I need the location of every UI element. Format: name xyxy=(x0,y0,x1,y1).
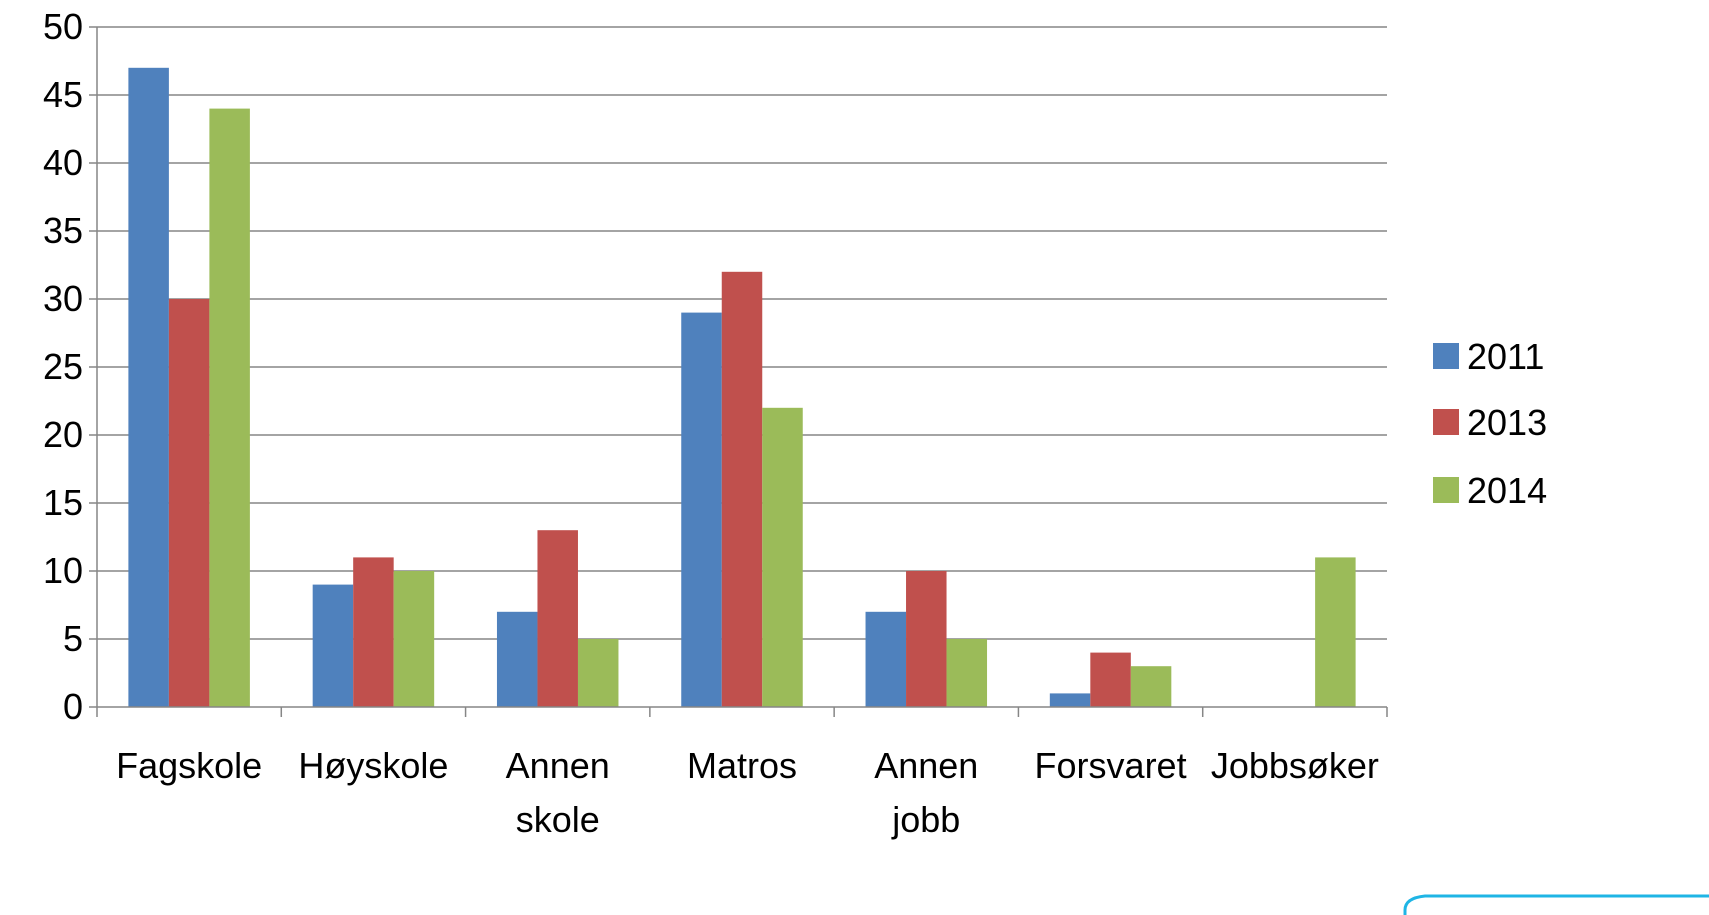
corner-decoration-shape xyxy=(1403,894,1709,915)
bar-2011-matros xyxy=(681,312,722,707)
y-tick-label: 10 xyxy=(43,550,83,591)
bar-2013-annen-skole xyxy=(537,530,578,707)
bar-2014-forsvaret xyxy=(1130,666,1172,707)
bar-2013-høyskole xyxy=(353,557,394,707)
bar-2014-fagskole xyxy=(209,108,250,708)
bar-2014-annen-skole xyxy=(577,639,619,707)
x-tick-label: Annen skole xyxy=(506,745,610,840)
y-tick-label: 35 xyxy=(43,210,83,251)
legend-swatch-2013 xyxy=(1433,409,1459,435)
bar-2013-matros xyxy=(721,271,763,707)
y-tick-label: 20 xyxy=(43,414,83,455)
bars xyxy=(128,67,1356,708)
bar-2011-annen-skole xyxy=(496,611,538,707)
legend-swatch-2014 xyxy=(1433,477,1459,503)
bar-2013-annen-jobb xyxy=(906,571,947,707)
bar-2013-fagskole xyxy=(168,299,210,707)
bar-2011-forsvaret xyxy=(1049,693,1091,707)
y-tick-label: 5 xyxy=(63,618,83,659)
x-tick-label: Matros xyxy=(687,745,797,786)
y-tick-label: 45 xyxy=(43,74,83,115)
legend: 2011 2013 2014 xyxy=(1433,336,1547,511)
y-tick-label: 40 xyxy=(43,142,83,183)
legend-label-2011: 2011 xyxy=(1467,336,1544,377)
bar-2014-annen-jobb xyxy=(946,639,988,707)
y-tick-label: 0 xyxy=(63,686,83,727)
bar-2014-matros xyxy=(762,407,803,707)
x-tick-label: Annen jobb xyxy=(874,745,978,840)
x-tick-label: Fagskole xyxy=(116,745,262,786)
bar-2011-annen-jobb xyxy=(865,611,907,707)
y-tick-label: 30 xyxy=(43,278,83,319)
y-tick-label: 15 xyxy=(43,482,83,523)
legend-label-2013: 2013 xyxy=(1467,402,1547,443)
bar-2011-høyskole xyxy=(312,584,354,707)
tick-labels: 0 5 10 15 20 25 30 35 40 45 50 Fagskole Høyskole Anne… xyxy=(43,6,1379,840)
x-tick-label: Høyskole xyxy=(298,745,448,786)
axes xyxy=(89,26,1388,717)
bar-2014-jobbsøker xyxy=(1315,557,1356,707)
bar-2011-fagskole xyxy=(128,67,169,708)
y-tick-label: 50 xyxy=(43,6,83,47)
y-tick-label: 25 xyxy=(43,346,83,387)
bar-2013-forsvaret xyxy=(1090,652,1131,707)
x-tick-label: Jobbsøker xyxy=(1211,745,1379,786)
bar-2014-høyskole xyxy=(393,571,435,707)
x-tick-label: Forsvaret xyxy=(1035,745,1187,786)
legend-label-2014: 2014 xyxy=(1467,470,1547,511)
legend-swatch-2011 xyxy=(1433,343,1459,369)
